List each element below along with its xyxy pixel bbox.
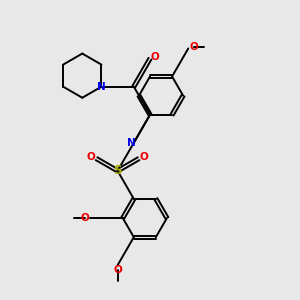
Text: S: S bbox=[113, 164, 122, 177]
Text: O: O bbox=[87, 152, 96, 162]
Text: O: O bbox=[140, 152, 148, 162]
Text: O: O bbox=[113, 266, 122, 275]
Text: N: N bbox=[97, 82, 106, 92]
Text: O: O bbox=[189, 42, 198, 52]
Text: O: O bbox=[150, 52, 159, 62]
Text: O: O bbox=[81, 213, 89, 223]
Text: N: N bbox=[127, 138, 136, 148]
